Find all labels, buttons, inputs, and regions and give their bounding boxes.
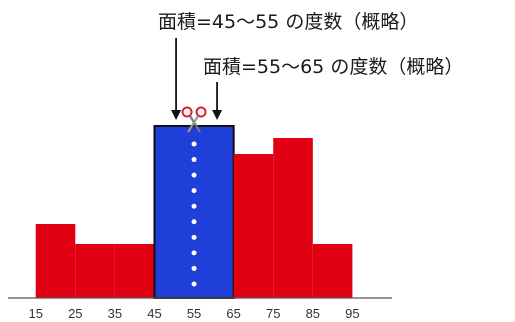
x-tick-label: 95 [345,306,359,321]
x-tick-label: 15 [28,306,42,321]
cut-line-dot [191,281,197,287]
histogram-bars [35,125,353,299]
cut-line-dot [191,250,197,256]
x-tick-label: 65 [226,306,240,321]
cut-line-dot [191,188,197,194]
x-tick-labels: 15 25 35 45 55 65 75 85 95 [28,306,359,321]
x-tick-label: 35 [108,306,122,321]
histogram-bar [75,244,115,298]
x-tick-label: 25 [68,306,82,321]
scissors-icon [181,106,207,133]
cut-line-dot [191,234,197,240]
cut-line-dot [191,203,197,209]
annotation-right: 面積=55～65 の度数（概略） [203,56,463,78]
arrow-left [171,38,182,120]
histogram-bar [312,244,353,298]
cut-line-dot [191,141,197,147]
histogram-bar [233,154,274,298]
arrow-right [212,82,223,120]
histogram-bar [35,224,76,298]
annotation-arrows [171,38,223,120]
cut-line-dot [191,172,197,178]
cut-line-dot [191,157,197,163]
histogram-bar [114,244,155,298]
x-tick-label: 45 [147,306,161,321]
annotation-left: 面積=45～55 の度数（概略） [158,11,418,33]
cut-line-dot [191,265,197,271]
histogram-bar [273,138,313,298]
cut-line [191,141,197,287]
cut-line-dot [191,219,197,225]
histogram-bar-highlighted [153,125,235,299]
x-tick-label: 75 [266,306,280,321]
x-tick-label: 85 [306,306,320,321]
x-tick-label: 55 [187,306,201,321]
